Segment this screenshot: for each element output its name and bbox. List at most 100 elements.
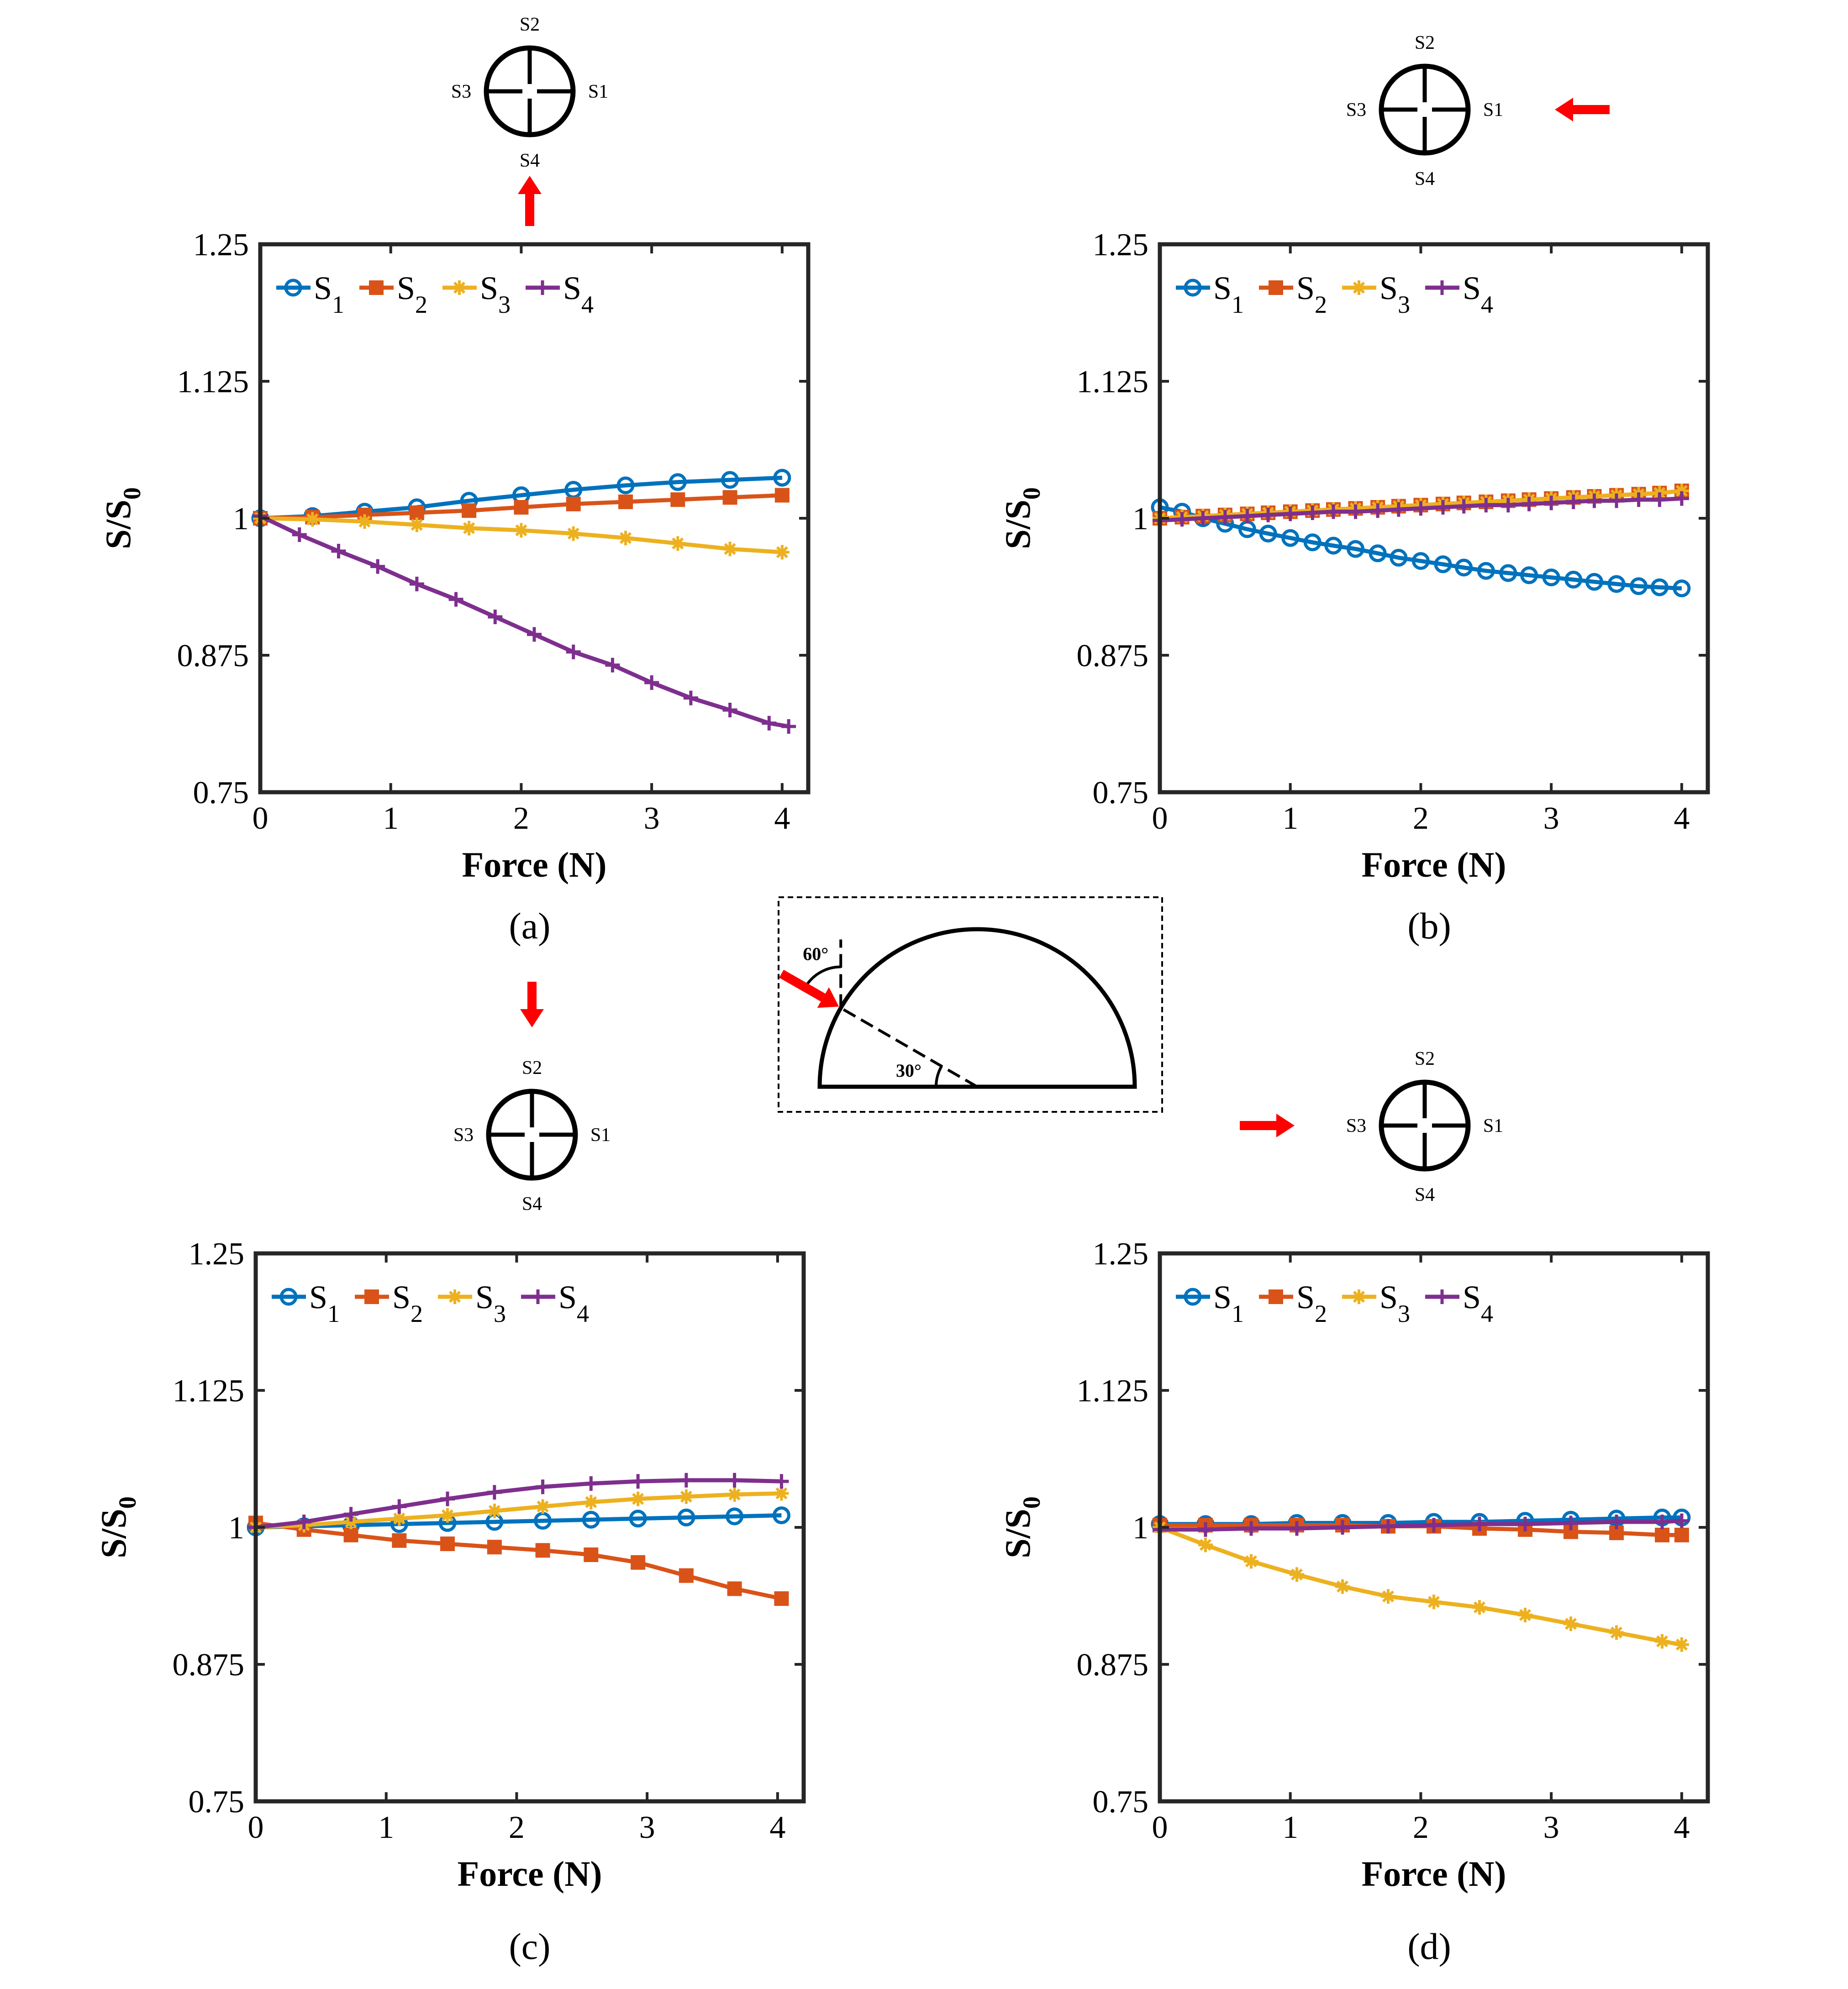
x-tick-label: 1 (1282, 1810, 1298, 1845)
data-point (535, 1479, 550, 1494)
force-arrow-icon (518, 176, 542, 226)
data-point (774, 1591, 789, 1606)
data-point (440, 1508, 455, 1523)
legend[interactable]: S1 S2 S3 S4 (272, 1279, 589, 1327)
legend-label: S2 (392, 1279, 423, 1327)
sensor-ring (1379, 1079, 1471, 1172)
legend-item-s2[interactable]: S2 (359, 270, 427, 318)
legend-label: S3 (480, 270, 511, 318)
data-point (1290, 1521, 1304, 1536)
legend-item-s3[interactable]: S3 (442, 270, 511, 318)
legend-label: S1 (1213, 1279, 1244, 1327)
data-point (1195, 511, 1211, 526)
sensor-label-s2: S2 (1415, 32, 1435, 53)
series-group (1151, 1508, 1691, 1652)
data-point (584, 1494, 599, 1510)
x-tick-label: 1 (383, 801, 399, 836)
y-tick-label: 0.75 (189, 1784, 245, 1820)
data-point (772, 1506, 790, 1525)
y-tick-label: 1 (1132, 501, 1148, 537)
x-tick-label: 3 (639, 1810, 655, 1845)
legend-item-s4[interactable]: S4 (1425, 270, 1493, 318)
data-point (409, 577, 424, 591)
data-point (1520, 566, 1538, 584)
data-point (1335, 1579, 1350, 1594)
data-point (1347, 540, 1365, 558)
angle-label-60: 60° (803, 944, 828, 964)
legend-item-s2[interactable]: S2 (1259, 1279, 1327, 1327)
data-point (631, 1474, 646, 1489)
series-markers-s4 (1153, 491, 1689, 528)
x-axis-label: Force (N) (1362, 1854, 1506, 1894)
legend-label: S3 (1379, 1279, 1410, 1327)
data-point (727, 1581, 742, 1596)
data-point (1472, 1516, 1487, 1531)
legend-item-s1[interactable]: S1 (272, 1279, 340, 1327)
data-point (1631, 492, 1646, 507)
data-point (726, 1507, 744, 1526)
legend-item-s1[interactable]: S1 (276, 270, 344, 318)
data-point (1477, 562, 1495, 580)
data-point (1674, 484, 1689, 498)
legend-item-s3[interactable]: S3 (438, 1279, 506, 1327)
y-axis-label: S/S0 (98, 487, 146, 549)
y-tick-label: 1 (1132, 1510, 1148, 1546)
legend-item-s3[interactable]: S3 (1342, 1279, 1410, 1327)
data-point (514, 500, 529, 515)
sensor-label-s3: S3 (1346, 1116, 1366, 1137)
legend[interactable]: S1 S2 S3 S4 (1176, 1279, 1493, 1327)
legend-item-s3[interactable]: S3 (1342, 270, 1410, 318)
y-axis-label: S/S0 (94, 1496, 141, 1558)
data-point (566, 496, 581, 511)
data-point (1564, 570, 1583, 589)
data-point (727, 1473, 742, 1488)
legend-label: S2 (1296, 1279, 1327, 1327)
legend-item-s4[interactable]: S4 (1425, 1279, 1493, 1327)
data-point (1564, 1616, 1578, 1631)
data-point (1655, 1515, 1669, 1529)
data-point (1674, 1637, 1689, 1652)
legend-item-s1[interactable]: S1 (1176, 1279, 1244, 1327)
x-tick-label: 2 (1413, 801, 1429, 836)
data-point (721, 471, 739, 489)
series-line-s1 (260, 475, 783, 521)
y-tick-label: 1.125 (1077, 1373, 1149, 1409)
sensor-ring (484, 45, 576, 137)
panel-caption: (b) (1407, 905, 1451, 947)
data-point (1609, 1625, 1624, 1640)
y-tick-label: 1.25 (193, 227, 249, 263)
data-point (1369, 544, 1387, 563)
x-tick-label: 2 (509, 1810, 525, 1845)
data-point (762, 716, 777, 731)
legend-item-s2[interactable]: S2 (355, 1279, 423, 1327)
legend[interactable]: S1 S2 S3 S4 (1176, 270, 1493, 318)
data-point (722, 703, 737, 717)
x-tick-label: 1 (1282, 801, 1298, 836)
legend[interactable]: S1 S2 S3 S4 (276, 270, 594, 318)
data-point (773, 468, 791, 487)
data-point (1381, 1519, 1395, 1534)
data-point (1674, 1527, 1689, 1542)
legend-item-s4[interactable]: S4 (521, 1279, 589, 1327)
legend-item-s2[interactable]: S2 (1259, 270, 1327, 318)
series-group (247, 1473, 790, 1606)
data-point (392, 1511, 407, 1526)
data-point (679, 1568, 694, 1583)
data-point (616, 476, 635, 495)
x-tick-label: 3 (644, 801, 660, 836)
legend-label: S1 (314, 270, 344, 318)
force-arrow-icon (1240, 1114, 1295, 1137)
semicircle-shape (817, 927, 1137, 1089)
legend-item-s1[interactable]: S1 (1176, 270, 1244, 318)
data-point (1259, 525, 1277, 543)
legend-item-s4[interactable]: S4 (526, 270, 594, 318)
legend-label: S4 (1463, 1279, 1493, 1327)
data-point (1518, 1608, 1532, 1622)
x-tick-label: 4 (774, 801, 790, 836)
data-point (1587, 493, 1602, 508)
series-line-s4 (255, 1478, 782, 1530)
legend-label: S3 (475, 1279, 506, 1327)
x-axis-label: Force (N) (462, 845, 607, 884)
